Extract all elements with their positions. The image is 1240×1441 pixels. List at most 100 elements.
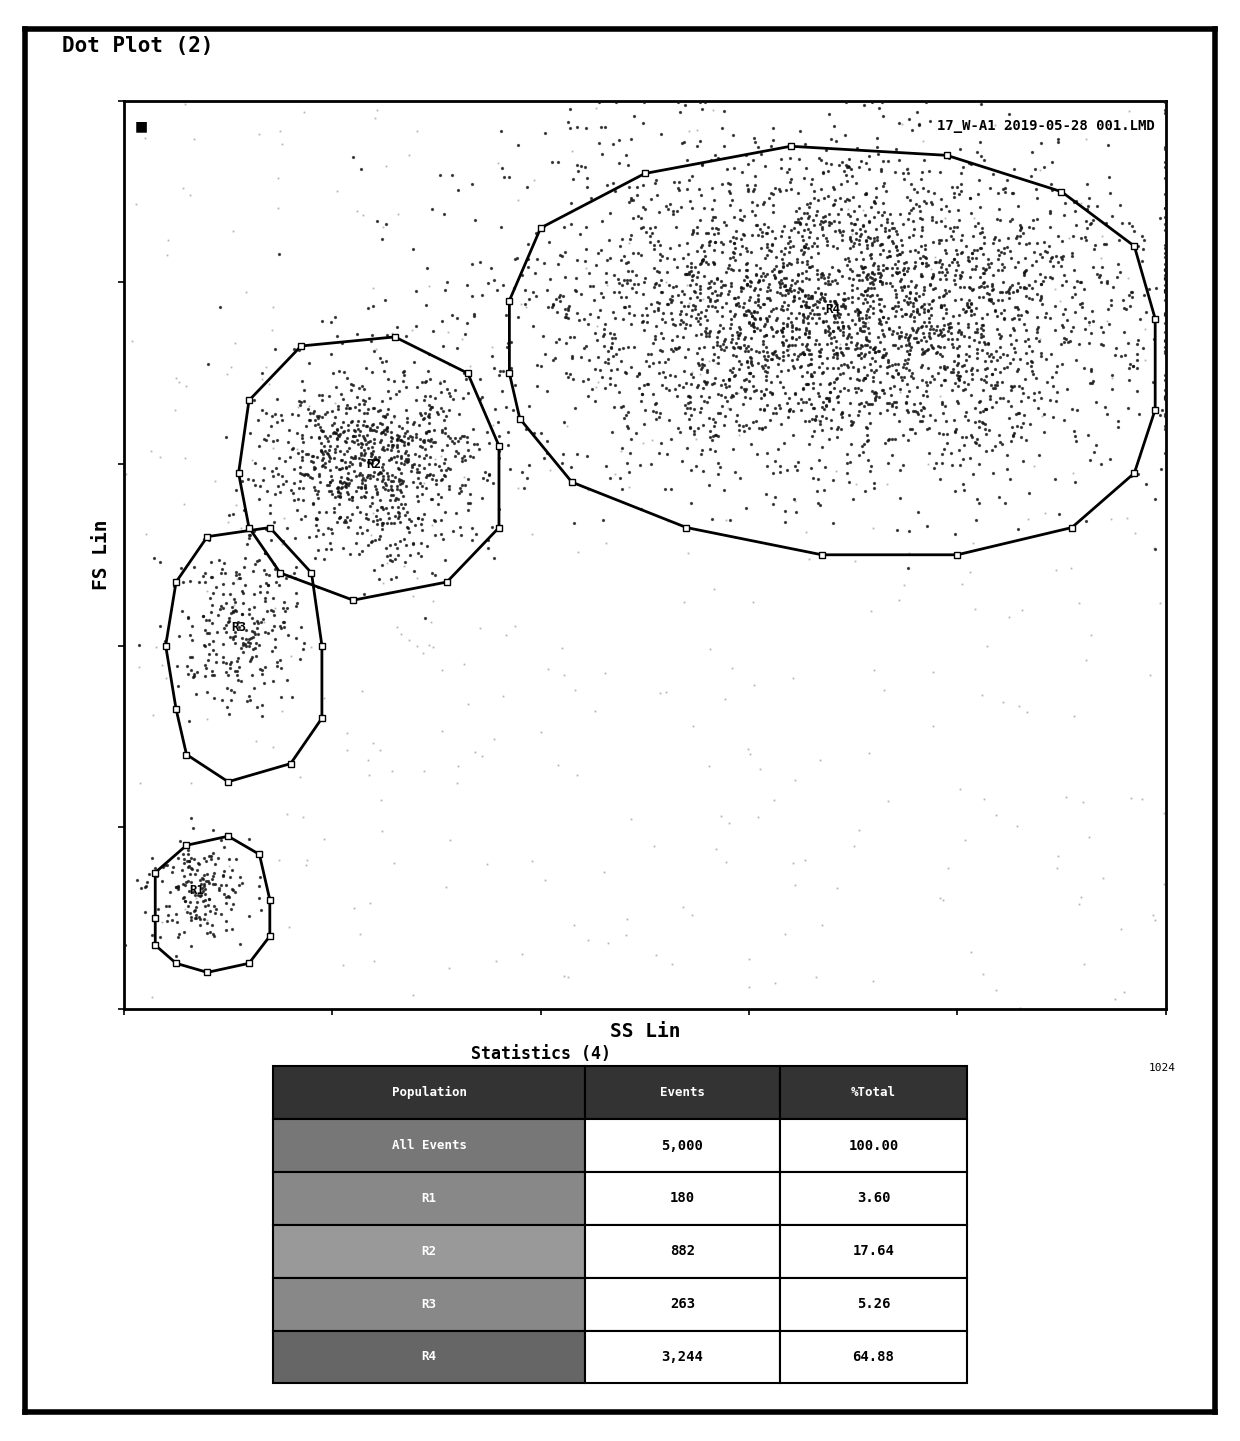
Point: [866, 336, 885, 359]
Point: [677, 542, 697, 565]
Point: [754, 398, 774, 421]
Point: [887, 300, 906, 323]
Point: [326, 422, 346, 445]
Point: [552, 245, 572, 268]
Point: [719, 179, 739, 202]
Point: [357, 401, 377, 424]
Point: [423, 635, 443, 659]
Point: [1016, 342, 1035, 365]
Point: [423, 464, 443, 487]
Point: [1154, 329, 1174, 352]
Point: [786, 199, 806, 222]
Point: [794, 376, 813, 399]
Point: [711, 373, 730, 396]
Point: [1101, 507, 1121, 530]
Point: [358, 533, 378, 556]
Point: [325, 441, 345, 464]
Point: [739, 947, 759, 970]
Point: [790, 343, 810, 366]
Point: [734, 223, 754, 246]
Point: [728, 285, 748, 308]
Point: [770, 370, 790, 393]
Bar: [780, 1225, 967, 1278]
Point: [363, 448, 383, 471]
Point: [900, 281, 920, 304]
Point: [326, 455, 346, 478]
Point: [565, 278, 585, 301]
Point: [957, 293, 977, 316]
Point: [455, 362, 475, 385]
Point: [945, 372, 965, 395]
Point: [203, 663, 223, 686]
Point: [848, 343, 868, 366]
Point: [946, 244, 966, 267]
Point: [403, 318, 423, 342]
Point: [737, 173, 756, 196]
Point: [817, 233, 837, 256]
Point: [384, 369, 404, 392]
Point: [185, 899, 205, 922]
Point: [339, 474, 358, 497]
Point: [1112, 212, 1132, 235]
Point: [949, 199, 968, 222]
Point: [558, 965, 578, 989]
Point: [358, 451, 378, 474]
Point: [789, 326, 808, 349]
Point: [593, 366, 613, 389]
Point: [818, 265, 838, 288]
Point: [249, 866, 269, 889]
Point: [362, 414, 382, 437]
Point: [867, 229, 887, 252]
Point: [929, 285, 949, 308]
Point: [966, 254, 986, 277]
Point: [738, 153, 758, 176]
Point: [920, 327, 940, 350]
Point: [1107, 265, 1127, 288]
Point: [351, 441, 371, 464]
Point: [735, 298, 755, 321]
Point: [967, 428, 987, 451]
Point: [1040, 389, 1060, 412]
Point: [351, 476, 371, 499]
Point: [859, 157, 879, 180]
Point: [666, 378, 686, 401]
Point: [263, 403, 283, 427]
Point: [856, 478, 875, 501]
Point: [801, 363, 821, 386]
Point: [310, 416, 330, 440]
Point: [920, 317, 940, 340]
Point: [589, 91, 609, 114]
Point: [930, 468, 950, 491]
Point: [146, 865, 166, 888]
Point: [135, 127, 155, 150]
Point: [1125, 219, 1145, 242]
Point: [615, 360, 635, 383]
Point: [799, 326, 818, 349]
Point: [358, 450, 378, 473]
Point: [249, 476, 269, 499]
Point: [249, 634, 269, 657]
Point: [1070, 226, 1090, 249]
Point: [859, 144, 879, 167]
Point: [830, 210, 849, 233]
Bar: [780, 1330, 967, 1383]
Point: [482, 516, 502, 539]
Point: [697, 360, 717, 383]
Point: [285, 627, 305, 650]
Point: [382, 321, 402, 344]
Point: [926, 342, 946, 365]
Point: [900, 189, 920, 212]
Text: 100.00: 100.00: [848, 1138, 899, 1153]
Point: [308, 507, 327, 530]
Point: [898, 208, 918, 231]
Point: [901, 199, 921, 222]
Point: [962, 258, 982, 281]
Point: [305, 414, 325, 437]
Point: [1023, 218, 1043, 241]
Point: [796, 334, 816, 357]
Point: [254, 559, 274, 582]
Point: [223, 572, 243, 595]
Point: [562, 140, 582, 163]
Point: [906, 301, 926, 324]
Point: [903, 418, 923, 441]
